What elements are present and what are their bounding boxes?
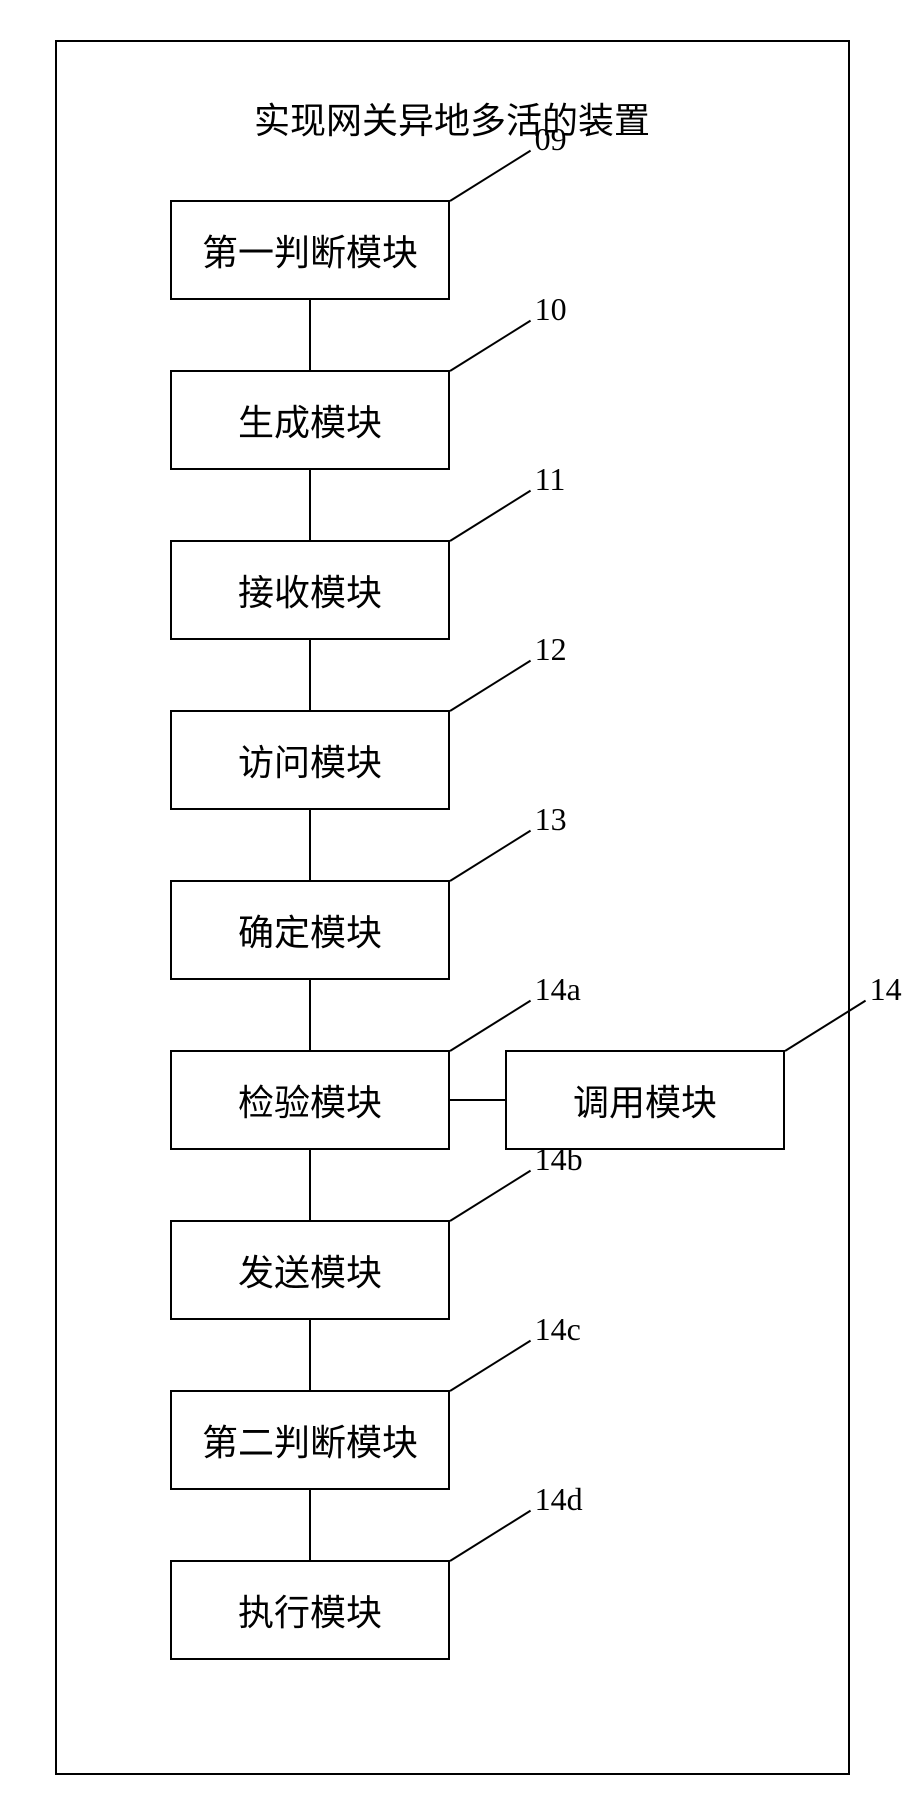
module-label: 生成模块 [238,394,382,446]
module-label: 调用模块 [573,1074,717,1126]
ref-label-09: 09 [535,121,567,158]
module-label: 第一判断模块 [202,224,418,276]
connector-v [309,1490,311,1560]
connector-v [309,640,311,710]
module-m14a: 检验模块 [170,1050,450,1150]
connector-v [309,1150,311,1220]
connector-v [309,980,311,1050]
connector-v [309,300,311,370]
module-m14: 调用模块 [505,1050,785,1150]
module-m14b: 发送模块 [170,1220,450,1320]
module-label: 检验模块 [238,1074,382,1126]
module-m14c: 第二判断模块 [170,1390,450,1490]
connector-v [309,810,311,880]
module-m12: 访问模块 [170,710,450,810]
connector-v [309,1320,311,1390]
module-label: 确定模块 [238,904,382,956]
module-m13: 确定模块 [170,880,450,980]
connector-h [450,1099,505,1101]
module-label: 访问模块 [238,734,382,786]
ref-label-10: 10 [535,291,567,328]
module-m09: 第一判断模块 [170,200,450,300]
ref-label-14d: 14d [535,1481,583,1518]
connector-v [309,470,311,540]
ref-label-11: 11 [535,461,566,498]
diagram-title: 实现网关异地多活的装置 [0,92,904,144]
module-label: 第二判断模块 [202,1414,418,1466]
module-m11: 接收模块 [170,540,450,640]
title-text: 实现网关异地多活的装置 [254,101,650,141]
module-m14d: 执行模块 [170,1560,450,1660]
module-label: 发送模块 [238,1244,382,1296]
ref-label-14: 14 [870,971,902,1008]
module-label: 接收模块 [238,564,382,616]
ref-label-14c: 14c [535,1311,581,1348]
ref-label-12: 12 [535,631,567,668]
module-label: 执行模块 [238,1584,382,1636]
ref-label-14a: 14a [535,971,581,1008]
ref-label-13: 13 [535,801,567,838]
module-m10: 生成模块 [170,370,450,470]
